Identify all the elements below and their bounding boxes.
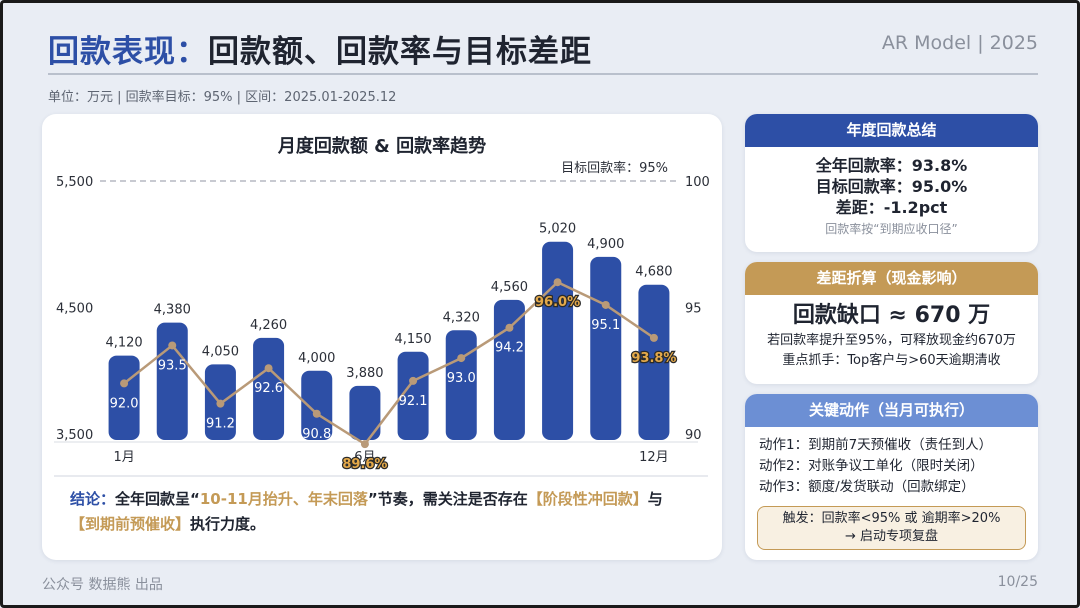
rate-value-label: 92.6 bbox=[254, 381, 283, 396]
cash-impact-header: 差距折算（现金影响） bbox=[745, 262, 1038, 295]
bar-value-label: 4,320 bbox=[443, 310, 480, 325]
bar-value-label: 4,900 bbox=[587, 237, 624, 252]
bar bbox=[397, 351, 429, 440]
bar bbox=[590, 256, 622, 440]
conclusion-part-1: 全年回款呈“ bbox=[115, 490, 200, 508]
action-item: 动作3：额度/发货联动（回款绑定） bbox=[759, 479, 975, 495]
y-left-tick-label: 3,500 bbox=[56, 428, 93, 443]
brand-label: AR Model | 2025 bbox=[881, 32, 1038, 54]
bar-value-label: 4,150 bbox=[394, 332, 431, 347]
rate-value-label: 92.1 bbox=[399, 394, 428, 409]
conclusion-part-4: 执行力度。 bbox=[190, 515, 266, 533]
trigger-box: 触发：回款率<95% 或 逾期率>20% → 启动专项复盘 bbox=[757, 506, 1026, 550]
y-right-tick-label: 95 bbox=[685, 302, 702, 317]
bar bbox=[349, 385, 381, 440]
conclusion-text: 结论：全年回款呈“10-11月抬升、年末回落”节奏，需关注是否存在【阶段性冲回款… bbox=[70, 487, 690, 537]
annual-rate: 全年回款率：93.8% bbox=[815, 156, 968, 175]
rate-point bbox=[264, 364, 273, 373]
y-left-tick-label: 4,500 bbox=[56, 302, 93, 317]
rate-point bbox=[457, 354, 466, 363]
rate-gap: 差距：-1.2pct bbox=[835, 198, 948, 217]
bar bbox=[445, 330, 477, 440]
conclusion-highlight-2: 【阶段性冲回款】 bbox=[527, 490, 648, 508]
bar-value-label: 4,560 bbox=[491, 280, 528, 295]
key-actions-card: 关键动作（当月可执行） 动作1：到期前7天预催收（责任到人） 动作2：对账争议工… bbox=[745, 394, 1038, 560]
rate-basis-note: 回款率按“到期应收口径” bbox=[825, 222, 958, 236]
y-left-tick-label: 5,500 bbox=[56, 175, 93, 190]
bar-value-label: 4,000 bbox=[298, 351, 335, 366]
conclusion-highlight-3: 【到期前预催收】 bbox=[70, 515, 191, 533]
rate-value-label-highlight: 96.0% bbox=[535, 295, 580, 310]
key-actions-header: 关键动作（当月可执行） bbox=[745, 394, 1038, 427]
combo-chart: 目标回款率：95% 3,500 4,500 5,500 90 95 100 4,120 4,38… bbox=[54, 160, 710, 477]
bar bbox=[493, 299, 525, 440]
x-tick-label: 6月 bbox=[354, 450, 375, 465]
annual-summary-card: 年度回款总结 全年回款率：93.8% 目标回款率：95.0% 差距：-1.2pc… bbox=[745, 114, 1038, 252]
rate-value-label-highlight: 93.8% bbox=[631, 351, 676, 366]
trigger-condition: 触发：回款率<95% 或 逾期率>20% bbox=[782, 511, 1001, 526]
chart-title: 月度回款额 & 回款率趋势 bbox=[277, 136, 487, 157]
bar-value-label: 4,380 bbox=[154, 303, 191, 318]
target-label: 目标回款率：95% bbox=[561, 160, 668, 176]
bar bbox=[301, 370, 333, 440]
bar-value-label: 5,020 bbox=[539, 222, 576, 237]
rate-value-label: 94.2 bbox=[495, 341, 524, 356]
bar bbox=[542, 241, 574, 440]
x-tick-label: 1月 bbox=[113, 450, 134, 465]
rate-point bbox=[409, 376, 418, 385]
rate-value-label: 90.8 bbox=[302, 427, 331, 442]
y-right-tick-label: 90 bbox=[685, 428, 702, 443]
conclusion-part-3: 与 bbox=[647, 490, 663, 508]
cash-gap-value: 回款缺口 ≈ 670 万 bbox=[792, 303, 991, 328]
target-rate: 目标回款率：95.0% bbox=[815, 177, 968, 196]
bar bbox=[638, 284, 670, 440]
rate-point bbox=[553, 278, 562, 287]
rate-value-label: 93.5 bbox=[158, 358, 187, 373]
rate-point bbox=[216, 399, 225, 408]
trigger-response: → 启动专项复盘 bbox=[844, 529, 939, 544]
rate-value-label: 91.2 bbox=[206, 417, 235, 432]
bar-value-label: 3,880 bbox=[346, 366, 383, 381]
rate-point bbox=[120, 379, 129, 388]
rate-point bbox=[649, 333, 658, 342]
rate-value-label: 95.1 bbox=[591, 318, 620, 333]
rate-point bbox=[601, 300, 610, 309]
rate-line bbox=[123, 280, 655, 446]
rate-value-label: 92.0 bbox=[110, 396, 139, 411]
bar-value-label: 4,680 bbox=[635, 265, 672, 280]
x-tick-label: 12月 bbox=[639, 450, 669, 465]
bar bbox=[156, 322, 188, 440]
page-number: 10/25 bbox=[997, 574, 1038, 590]
conclusion-label: 结论： bbox=[70, 490, 116, 508]
bar-value-label: 4,050 bbox=[202, 344, 239, 359]
action-item: 动作2：对账争议工单化（限时关闭） bbox=[759, 458, 984, 474]
rate-point bbox=[168, 341, 177, 350]
focus-lever-note: 重点抓手：Top客户与>60天逾期清收 bbox=[782, 353, 1001, 368]
page-title: 回款表现：回款额、回款率与目标差距 bbox=[48, 26, 592, 71]
cash-impact-card: 差距折算（现金影响） 回款缺口 ≈ 670 万 若回款率提升至95%，可释放现金… bbox=[745, 262, 1038, 384]
cash-release-note: 若回款率提升至95%，可释放现金约670万 bbox=[767, 333, 1016, 348]
bar-value-label: 4,260 bbox=[250, 318, 287, 333]
rate-point bbox=[312, 409, 321, 418]
footer-credit: 公众号 数据熊 出品 bbox=[42, 577, 163, 593]
annual-summary-header: 年度回款总结 bbox=[745, 114, 1038, 147]
page-title-accent: 回款表现： bbox=[48, 34, 208, 70]
units-subtitle: 单位：万元 | 回款率目标：95% | 区间：2025.01-2025.12 bbox=[48, 90, 397, 105]
action-item: 动作1：到期前7天预催收（责任到人） bbox=[759, 437, 993, 453]
rate-value-label: 93.0 bbox=[447, 371, 476, 386]
rate-point bbox=[505, 323, 514, 332]
bar bbox=[253, 337, 285, 440]
rate-value-label-highlight: 89.6% bbox=[342, 457, 387, 472]
conclusion-part-2: ”节奏，需关注是否存在 bbox=[367, 490, 528, 508]
conclusion-highlight-1: 10-11月抬升、年末回落 bbox=[199, 490, 368, 508]
chart-card: 月度回款额 & 回款率趋势 目标回款率：95% 3,500 4,500 5,500 90… bbox=[42, 114, 722, 560]
bar-value-label: 4,120 bbox=[105, 336, 142, 351]
y-right-tick-label: 100 bbox=[685, 175, 710, 190]
title-divider bbox=[48, 73, 1038, 75]
page-title-main: 回款额、回款率与目标差距 bbox=[208, 34, 592, 70]
rate-point bbox=[360, 440, 369, 449]
